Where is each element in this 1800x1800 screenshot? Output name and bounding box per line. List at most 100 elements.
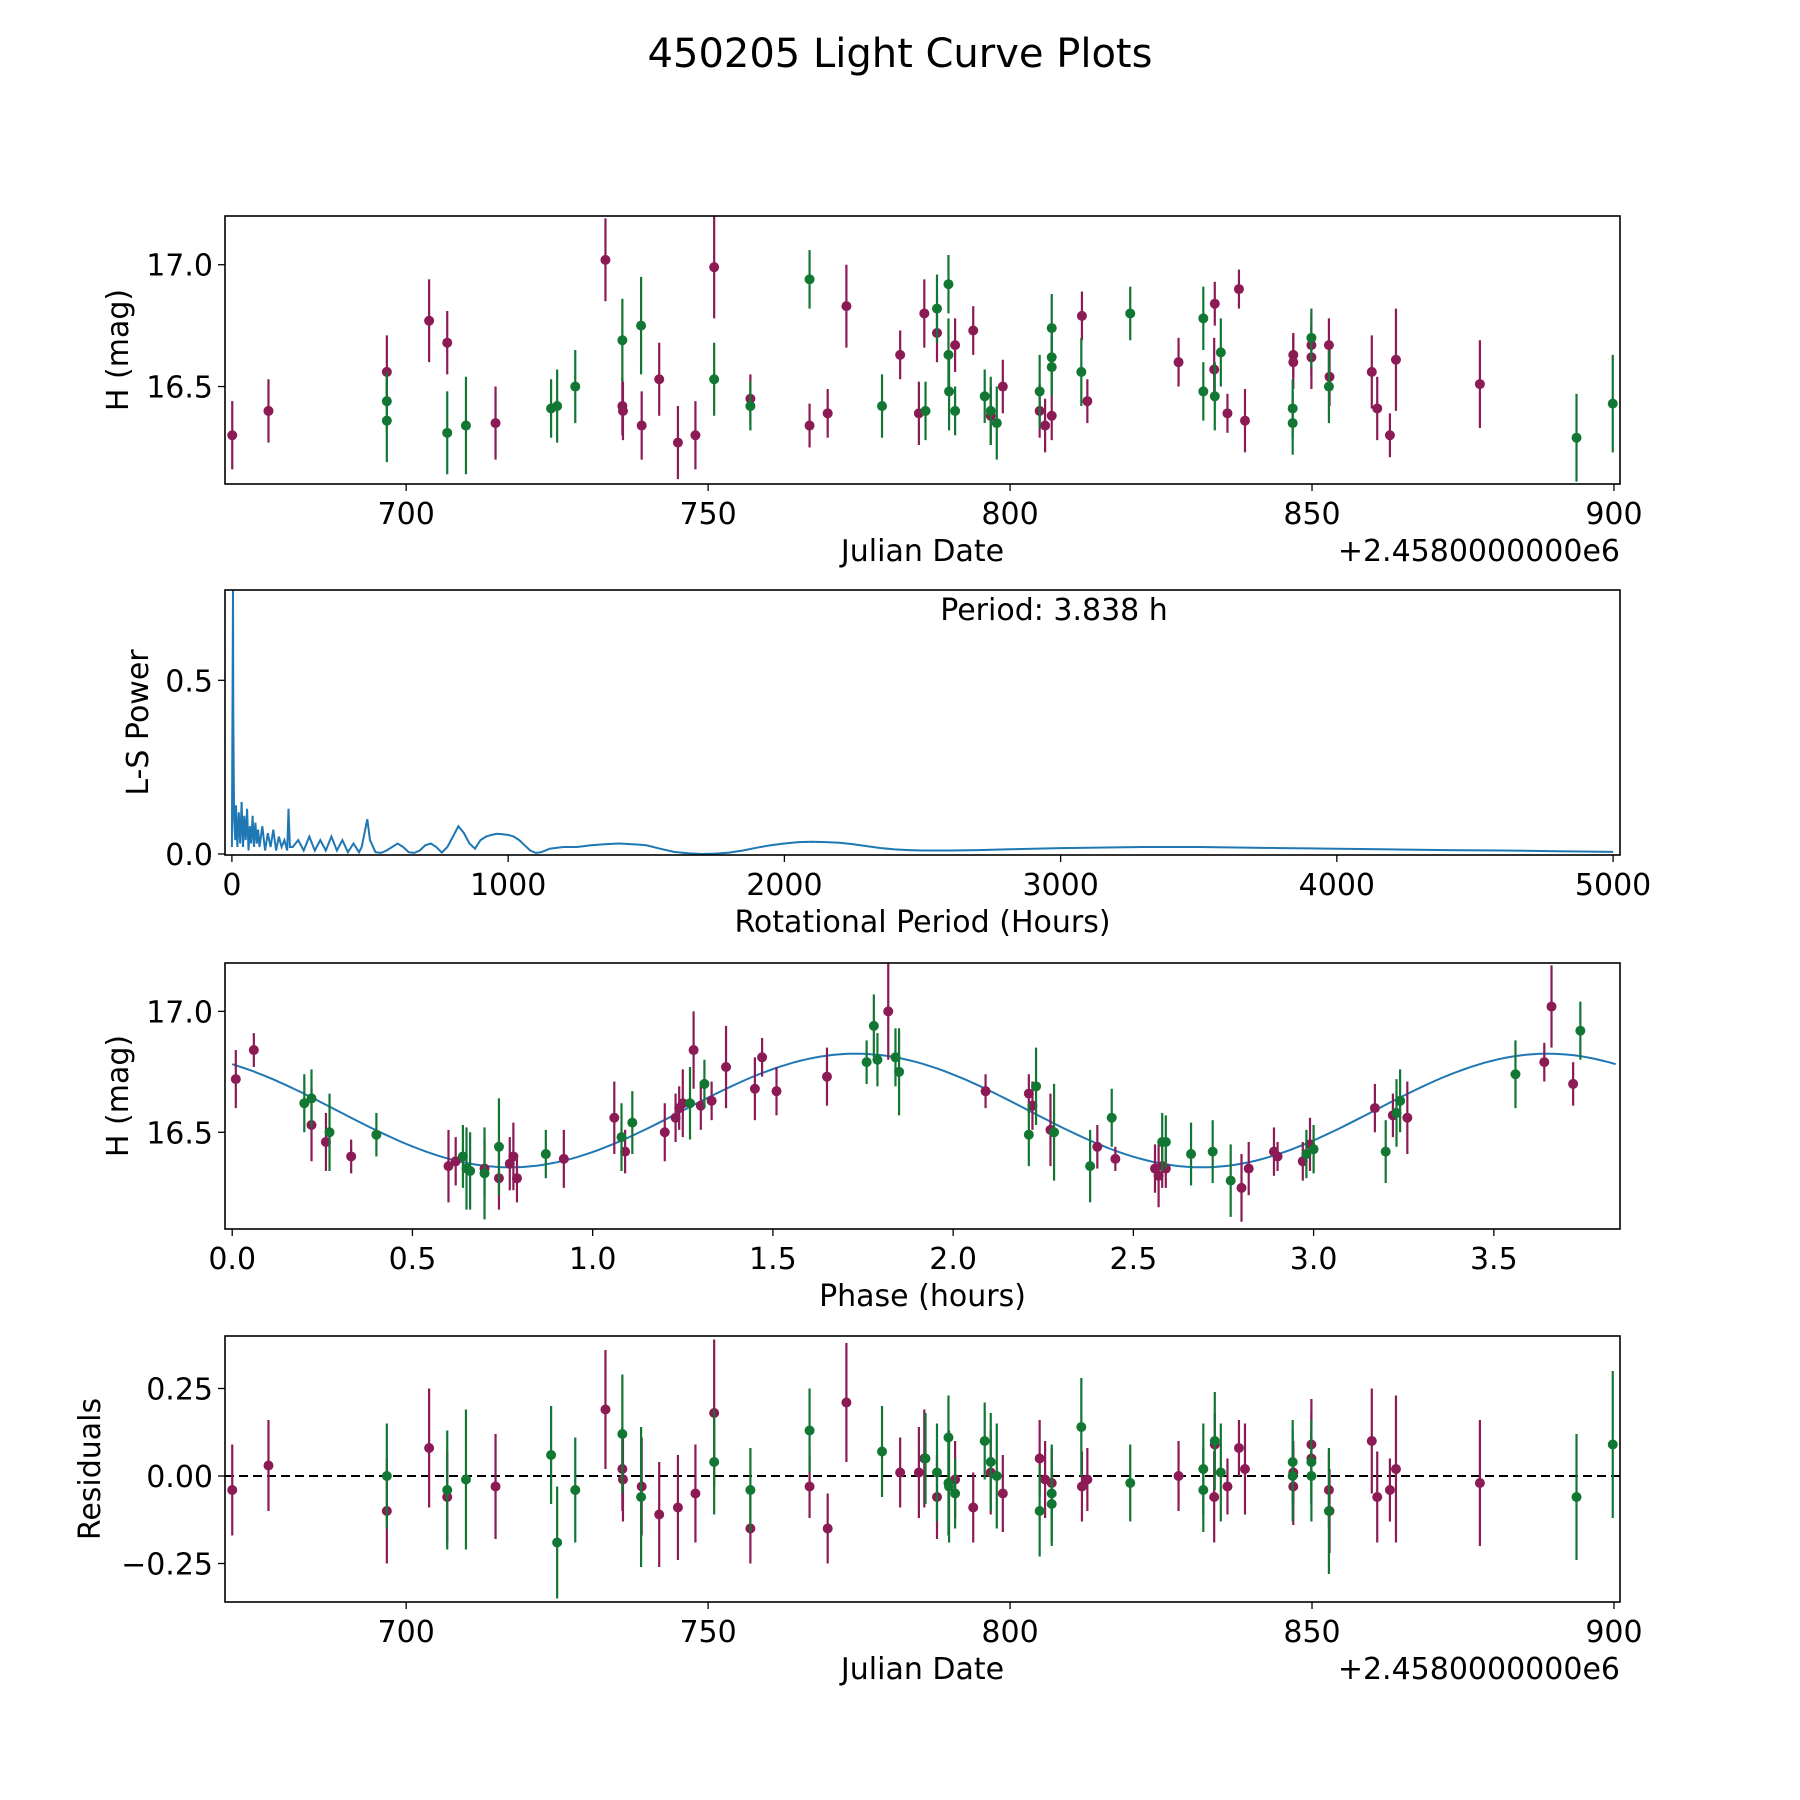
x-tick-label: 800: [981, 497, 1038, 532]
periodogram-axes-frame: [224, 589, 1621, 856]
maroon-data-point: [620, 1146, 631, 1157]
green-data-point: [1125, 308, 1136, 319]
green-data-point: [381, 1471, 392, 1481]
residuals-ylabel: Residuals: [73, 1398, 108, 1540]
x-tick-label: 900: [1585, 497, 1642, 532]
green-data-point: [1085, 1161, 1096, 1172]
maroon-data-point: [654, 1509, 665, 1520]
x-tick-label: 900: [1585, 1615, 1642, 1650]
maroon-data-point: [600, 1404, 611, 1415]
x-tick-label: 800: [981, 1615, 1038, 1650]
green-data-point: [1287, 418, 1298, 429]
maroon-data-point: [690, 1488, 701, 1499]
x-tick-label: 5000: [1575, 868, 1651, 903]
x-tick-label: 700: [378, 497, 435, 532]
residuals-axes-frame: [224, 1335, 1621, 1603]
maroon-data-point: [227, 1485, 238, 1495]
green-data-point: [1287, 1471, 1298, 1481]
maroon-data-point: [1046, 410, 1057, 421]
green-data-point: [1225, 1175, 1236, 1186]
lightcurve-xlabel: Julian Date: [839, 534, 1004, 569]
green-data-point: [1395, 1095, 1406, 1106]
maroon-data-point: [609, 1112, 620, 1123]
green-data-point: [552, 1537, 563, 1548]
green-data-point: [552, 401, 563, 412]
maroon-data-point: [248, 1045, 259, 1056]
maroon-data-point: [1209, 298, 1220, 309]
green-data-point: [745, 1485, 756, 1495]
maroon-data-point: [263, 405, 274, 416]
green-data-point: [1160, 1136, 1171, 1147]
green-data-point: [872, 1054, 883, 1065]
maroon-data-point: [617, 405, 628, 416]
y-tick-label: 17.0: [146, 995, 213, 1030]
green-data-point: [1306, 332, 1317, 343]
maroon-data-point: [346, 1151, 357, 1162]
maroon-data-point: [1233, 284, 1244, 295]
maroon-data-point: [1023, 1088, 1034, 1099]
maroon-data-point: [424, 315, 435, 326]
maroon-data-point: [1239, 1464, 1250, 1474]
maroon-data-point: [757, 1052, 768, 1063]
green-data-point: [894, 1066, 905, 1077]
maroon-data-point: [913, 1467, 924, 1478]
maroon-data-point: [804, 1481, 815, 1492]
x-tick-label: 850: [1283, 1615, 1340, 1650]
green-data-point: [1186, 1149, 1197, 1160]
green-data-point: [877, 401, 888, 412]
green-data-point: [804, 1425, 815, 1436]
maroon-data-point: [1173, 357, 1184, 368]
maroon-data-point: [997, 1488, 1008, 1499]
maroon-data-point: [721, 1061, 732, 1072]
maroon-data-point: [1082, 1474, 1093, 1485]
maroon-data-point: [695, 1100, 706, 1111]
green-data-point: [1571, 432, 1582, 443]
green-data-point: [1125, 1478, 1136, 1488]
y-tick-label: 16.5: [146, 1116, 213, 1151]
lightcurve-offset-label: +2.4580000000e6: [1338, 534, 1620, 569]
maroon-data-point: [1222, 1481, 1233, 1492]
green-data-point: [1575, 1025, 1586, 1036]
green-data-point: [1034, 386, 1045, 397]
maroon-data-point: [1092, 1141, 1103, 1152]
green-data-point: [299, 1098, 310, 1109]
y-tick-label: 17.0: [146, 249, 213, 284]
maroon-data-point: [1027, 1100, 1038, 1111]
maroon-data-point: [1369, 1103, 1380, 1114]
maroon-data-point: [980, 1086, 991, 1097]
maroon-data-point: [841, 1397, 852, 1408]
green-data-point: [381, 415, 392, 426]
green-data-point: [1607, 398, 1618, 409]
periodogram-line: [230, 590, 1614, 855]
green-data-point: [627, 1117, 638, 1128]
maroon-data-point: [230, 1074, 241, 1085]
x-tick-label: 2.0: [929, 1242, 977, 1277]
maroon-data-point: [1546, 1001, 1557, 1012]
maroon-data-point: [1384, 430, 1395, 441]
maroon-data-point: [424, 1443, 435, 1453]
green-data-point: [1510, 1069, 1521, 1080]
green-data-point: [1209, 391, 1220, 402]
green-data-point: [979, 1436, 990, 1446]
maroon-data-point: [706, 1095, 717, 1106]
maroon-data-point: [919, 308, 930, 319]
maroon-data-point: [1233, 1443, 1244, 1453]
maroon-data-point: [1082, 396, 1093, 407]
maroon-data-point: [558, 1153, 569, 1164]
green-data-point: [1198, 1485, 1209, 1495]
maroon-data-point: [654, 374, 665, 385]
maroon-data-point: [1474, 1478, 1485, 1488]
maroon-data-point: [804, 420, 815, 431]
green-data-point: [540, 1149, 551, 1160]
green-data-point: [616, 1132, 627, 1143]
green-data-point: [979, 391, 990, 402]
green-data-point: [920, 405, 931, 416]
maroon-data-point: [672, 437, 683, 448]
green-data-point: [861, 1057, 872, 1068]
lightcurve-ylabel: H (mag): [101, 289, 136, 411]
maroon-data-point: [1390, 1464, 1401, 1474]
green-data-point: [570, 381, 581, 392]
green-data-point: [709, 1457, 720, 1467]
green-data-point: [991, 1471, 1002, 1481]
maroon-data-point: [1153, 1170, 1164, 1181]
